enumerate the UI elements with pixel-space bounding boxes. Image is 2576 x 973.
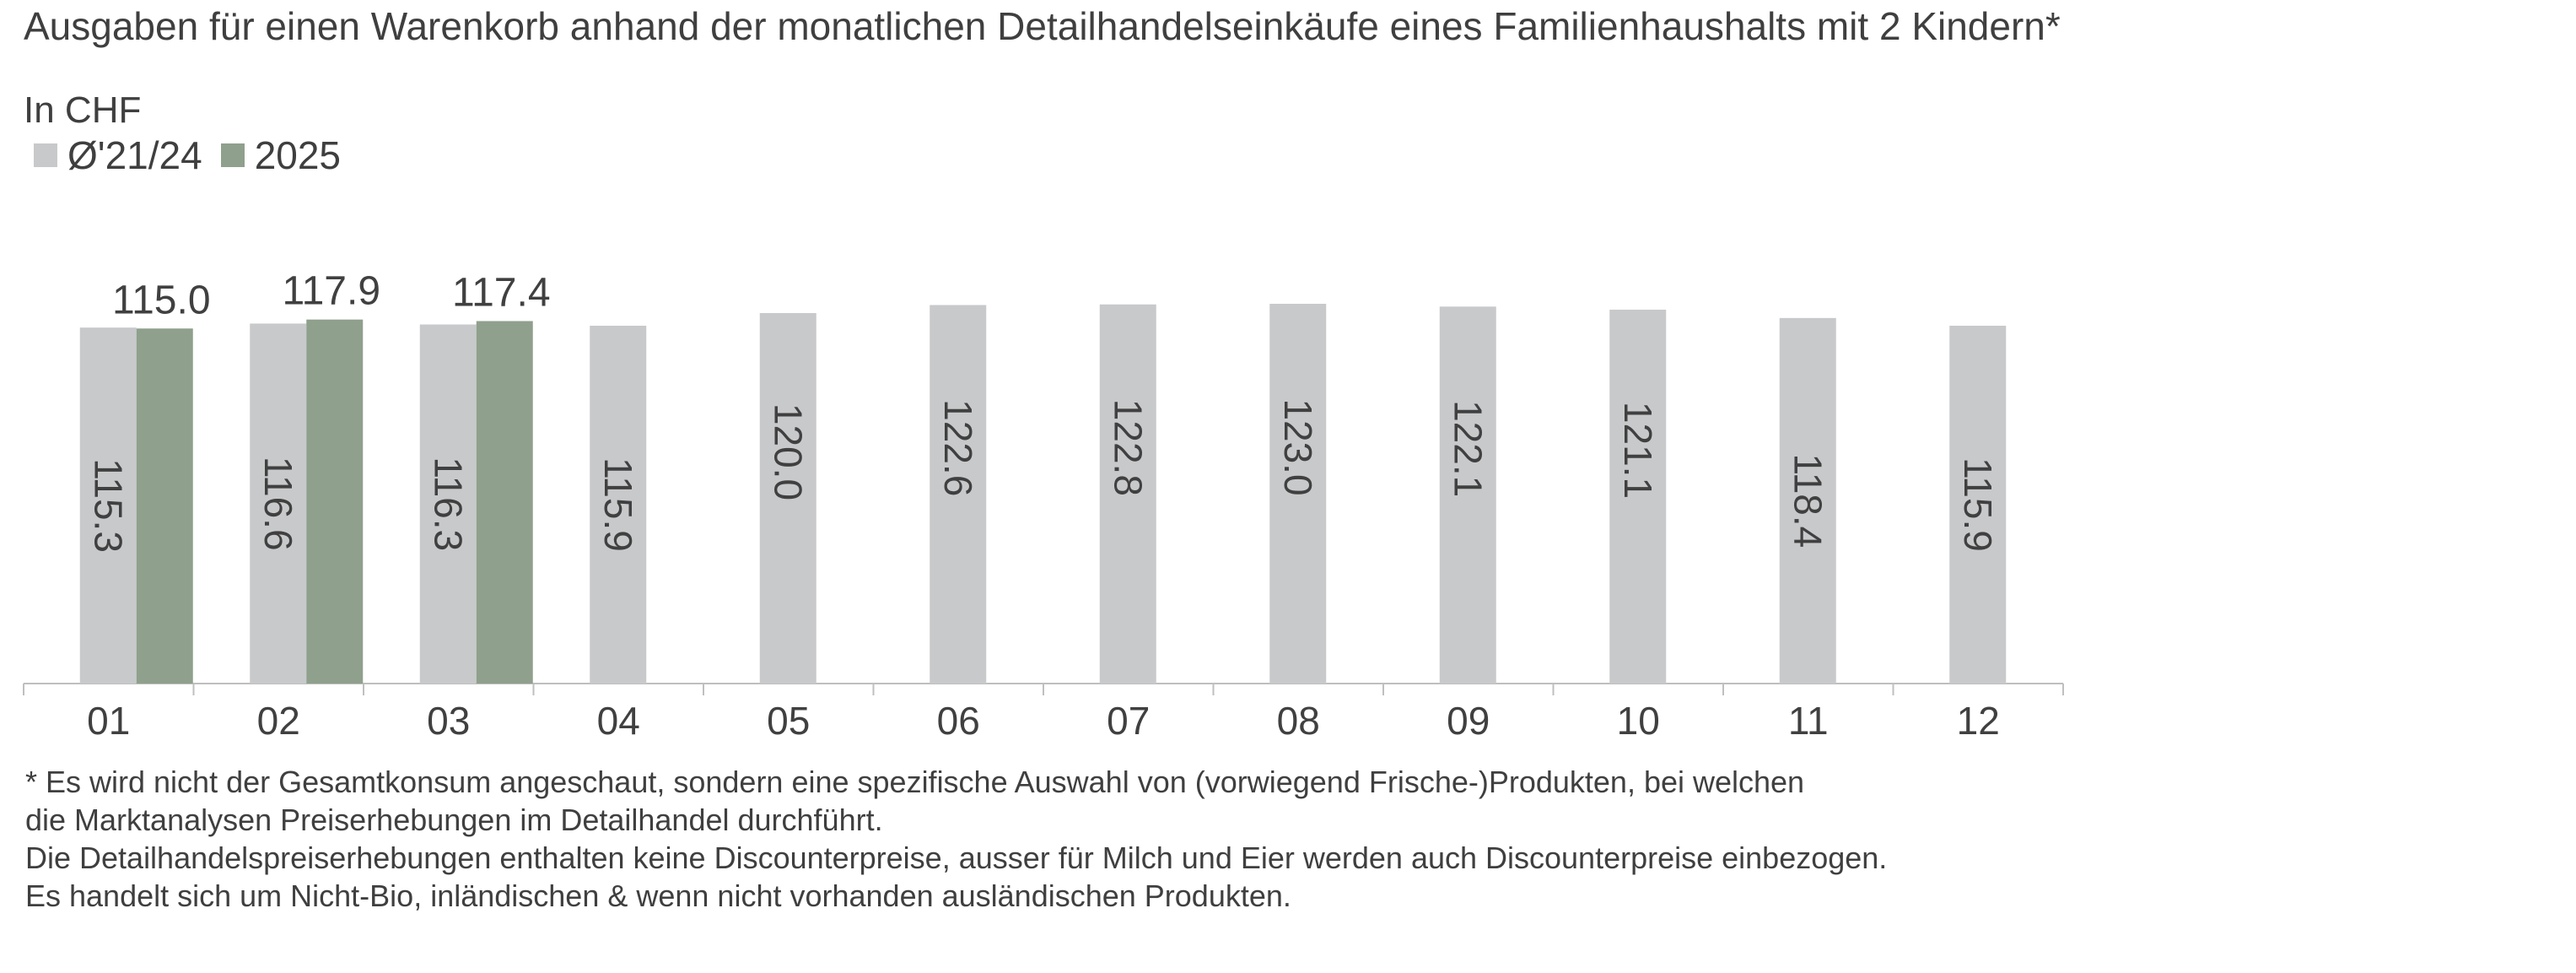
data-label-avg-07: 122.8 [1106,399,1150,496]
bar-avg-02 [250,323,307,684]
chart-title: Ausgaben für einen Warenkorb anhand der … [24,4,2061,48]
x-tick-label-12: 12 [1957,699,2000,743]
x-tick-label-11: 11 [1788,699,1829,743]
footnote-line-3: Die Detailhandelspreiserhebungen enthalt… [25,841,1888,875]
data-label-avg-06: 122.6 [936,399,980,496]
x-tick-label-05: 05 [767,699,810,743]
data-label-avg-01: 115.3 [86,458,130,553]
x-tick-label-02: 02 [257,699,300,743]
bar-chart: 115.3 115.0 01 116.6 117.9 02 116.3 117.4 03 115.… [23,269,2064,743]
bar-avg-03 [419,324,477,684]
data-label-avg-02: 116.6 [256,457,300,551]
bar-avg-05 [759,312,816,684]
x-tick-label-07: 07 [1107,699,1150,743]
x-tick-label-09: 09 [1447,699,1490,743]
legend-swatch-avg [34,143,57,167]
bar-avg-11 [1779,317,1836,684]
legend-swatch-2025 [220,143,245,167]
x-tick-label-03: 03 [427,699,470,743]
footnote: * Es wird nicht der Gesamtkonsum angesch… [25,763,2134,915]
x-tick-label-10: 10 [1617,699,1660,743]
legend: Ø'21/24 2025 [34,133,359,177]
bar-avg-06 [930,305,987,684]
data-label-avg-04: 115.9 [596,457,640,552]
data-label-avg-11: 118.4 [1786,454,1830,549]
bar-avg-01 [79,327,137,684]
data-label-avg-08: 123.0 [1276,398,1320,495]
legend-item-2025: 2025 [220,133,342,177]
data-label-2025-03: 117.4 [452,270,551,315]
x-tick-label-06: 06 [937,699,980,743]
data-label-avg-09: 122.1 [1446,400,1490,497]
footnote-line-2: die Marktanalysen Preiserhebungen im Det… [25,803,883,837]
data-label-2025-01: 115.0 [112,278,211,322]
legend-item-avg: Ø'21/24 [34,134,202,176]
bar-avg-10 [1609,309,1667,684]
bar-2025-02 [306,319,364,684]
footnote-line-1: * Es wird nicht der Gesamtkonsum angesch… [25,765,1805,799]
bar-avg-12 [1949,325,2007,684]
x-tick-label-04: 04 [597,699,640,743]
bar-avg-04 [590,325,647,684]
x-tick-label-08: 08 [1277,699,1320,743]
data-label-2025-02: 117.9 [282,269,380,314]
bar-avg-07 [1099,304,1156,684]
bar-2025-03 [476,321,533,684]
data-label-avg-03: 116.3 [426,457,470,551]
bar-2025-01 [136,328,193,684]
bar-avg-09 [1439,306,1496,684]
x-tick-label-01: 01 [87,699,130,743]
data-label-avg-10: 121.1 [1616,402,1660,499]
legend-label-avg: Ø'21/24 [67,133,202,177]
unit-label: In CHF [24,89,142,131]
footnote-line-4: Es handelt sich um Nicht-Bio, inländisch… [25,878,1291,913]
data-label-avg-12: 115.9 [1956,457,2000,552]
bar-avg-08 [1269,304,1327,684]
legend-label-2025: 2025 [254,133,342,177]
data-label-avg-05: 120.0 [766,403,810,500]
